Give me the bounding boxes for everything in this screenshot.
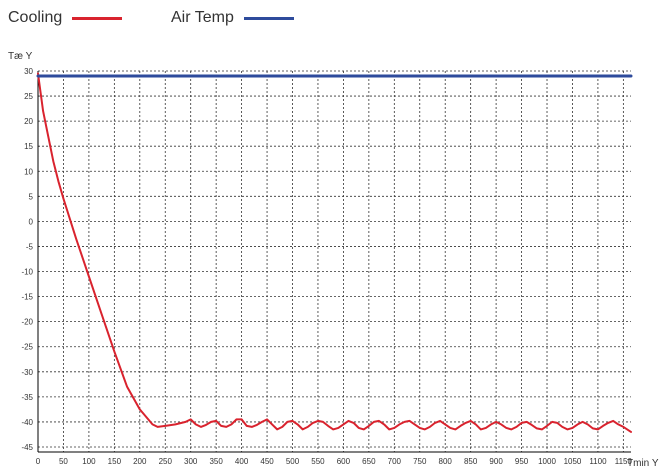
y-tick-label: -15 (21, 293, 33, 302)
x-tick-label: 1150 (615, 457, 633, 466)
y-tick-label: 15 (24, 142, 33, 151)
x-tick-label: 50 (59, 457, 68, 466)
legend-item-air-temp[interactable]: Air Temp (171, 6, 294, 30)
legend: Cooling Air Temp (0, 0, 659, 40)
x-tick-label: 950 (515, 457, 529, 466)
axes (37, 71, 631, 453)
legend-label-cooling: Cooling (8, 9, 63, 26)
y-tick-label: -25 (21, 343, 33, 352)
y-tick-label: -35 (21, 393, 33, 402)
x-tick-label: 1100 (589, 457, 607, 466)
legend-swatch-cooling (72, 16, 123, 20)
y-tick-label: 30 (24, 67, 33, 76)
x-tick-label: 800 (439, 457, 453, 466)
x-tick-label: 500 (286, 457, 300, 466)
x-tick-label: 700 (388, 457, 402, 466)
x-tick-labels: 0 50 100 150 200 250 300 350 400 450 500 550 600 650 7… (36, 457, 633, 466)
x-tick-label: 600 (337, 457, 351, 466)
series-lines (36, 72, 633, 433)
x-tick-label: 150 (108, 457, 122, 466)
y-tick-label: -5 (26, 242, 34, 251)
y-tick-labels: 30 25 20 15 10 5 0 -5 -10 -15 -20 -25 -30 -35 -40 -45 (21, 67, 33, 452)
y-tick-label: -30 (21, 368, 33, 377)
x-tick-label: 550 (311, 457, 325, 466)
grid-lines (37, 70, 631, 452)
y-tick-label: -10 (21, 268, 33, 277)
x-tick-label: 100 (82, 457, 96, 466)
y-tick-label: 20 (24, 117, 33, 126)
legend-item-cooling[interactable]: Cooling (8, 6, 123, 30)
x-tick-label: 350 (209, 457, 223, 466)
x-tick-label: 900 (489, 457, 503, 466)
series-line-cooling (37, 72, 632, 433)
y-tick-label: 10 (24, 167, 33, 176)
y-tick-label: -20 (21, 318, 33, 327)
legend-label-air-temp: Air Temp (171, 9, 234, 26)
y-tick-label: 0 (29, 217, 34, 226)
x-tick-label: 850 (464, 457, 478, 466)
y-tick-label: -45 (21, 443, 33, 452)
x-tick-label: 450 (260, 457, 274, 466)
x-tick-label: 200 (133, 457, 147, 466)
x-tick-label: 0 (36, 457, 41, 466)
x-tick-label: 750 (413, 457, 427, 466)
x-tick-label: 400 (235, 457, 249, 466)
y-tick-label: 5 (29, 192, 34, 201)
y-tick-label: 25 (24, 92, 33, 101)
x-tick-label: 1050 (564, 457, 582, 466)
x-tick-label: 250 (159, 457, 173, 466)
x-axis-label: Tmin Y (627, 458, 659, 467)
x-tick-label: 300 (184, 457, 198, 466)
x-tick-label: 1000 (538, 457, 556, 466)
legend-swatch-air-temp (243, 16, 294, 20)
y-axis-label: Tæ Y (8, 51, 33, 62)
y-tick-label: -40 (21, 418, 33, 427)
x-tick-label: 650 (362, 457, 376, 466)
